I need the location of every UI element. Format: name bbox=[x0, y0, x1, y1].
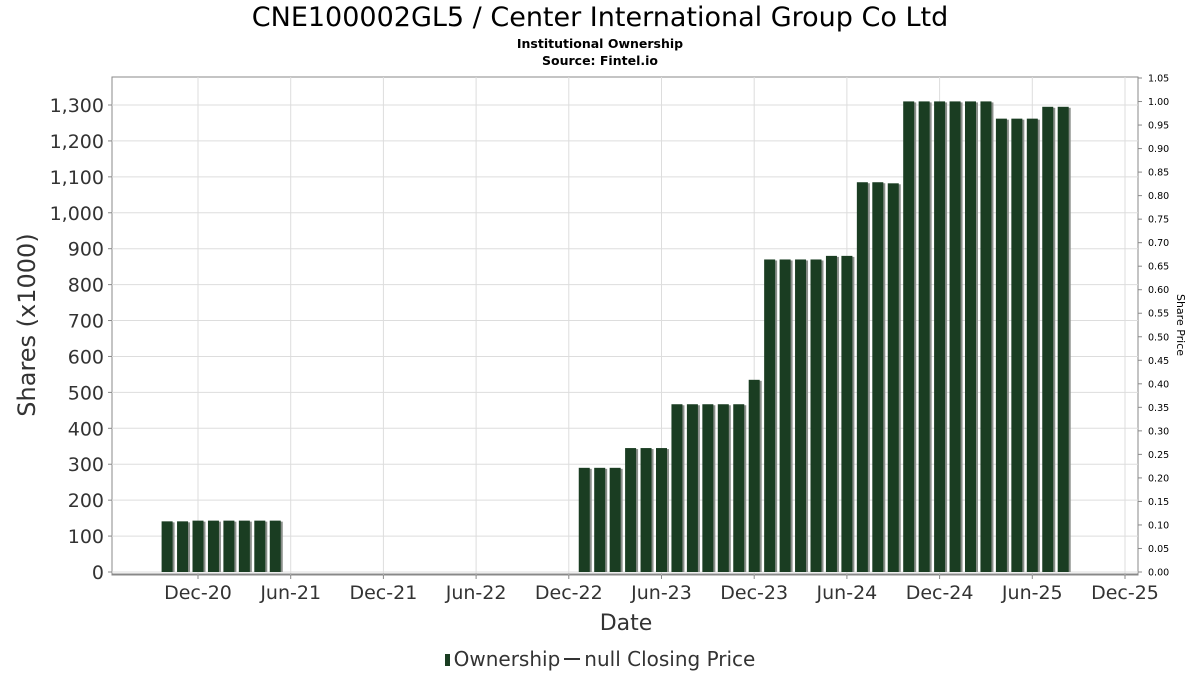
ownership-bar bbox=[578, 467, 590, 572]
y-tick-label: 0 bbox=[92, 562, 104, 584]
y2-tick-label: 0.45 bbox=[1148, 356, 1169, 367]
x-tick-label: Jun-21 bbox=[259, 582, 321, 604]
y2-tick-label: 0.85 bbox=[1148, 168, 1169, 179]
price-legend-line bbox=[564, 658, 581, 660]
ownership-bar bbox=[656, 448, 667, 572]
ownership-bar bbox=[161, 521, 173, 572]
ownership-bar bbox=[1026, 118, 1038, 573]
x-tick-label: Dec-20 bbox=[164, 582, 232, 604]
x-tick-label: Jun-25 bbox=[1001, 582, 1063, 604]
ownership-bar bbox=[177, 521, 189, 572]
ownership-legend-swatch bbox=[444, 654, 450, 666]
y2-axis-title: Share Price bbox=[1174, 294, 1187, 356]
ownership-bar bbox=[965, 101, 976, 573]
y-tick-label: 1,300 bbox=[50, 95, 104, 117]
ownership-bar bbox=[810, 259, 822, 572]
ownership-bar bbox=[702, 404, 714, 572]
ownership-bar bbox=[671, 404, 683, 572]
ownership-bar bbox=[1057, 106, 1069, 573]
ownership-bar bbox=[207, 520, 219, 572]
y2-tick-label: 0.40 bbox=[1148, 379, 1169, 390]
y2-tick-label: 0.55 bbox=[1148, 309, 1169, 320]
y2-tick-label: 0.50 bbox=[1148, 332, 1169, 343]
chart-subtitle: Institutional Ownership bbox=[516, 36, 684, 51]
y-tick-label: 800 bbox=[68, 275, 104, 297]
chart-legend: Ownership null Closing Price bbox=[0, 647, 1200, 671]
chart-source: Source: Fintel.io bbox=[542, 53, 658, 68]
y2-tick-label: 0.65 bbox=[1148, 262, 1169, 273]
y2-tick-label: 0.70 bbox=[1148, 238, 1169, 249]
y-tick-label: 600 bbox=[68, 346, 104, 368]
ownership-bar bbox=[841, 255, 853, 572]
y-tick-label: 200 bbox=[68, 490, 104, 512]
ownership-bar bbox=[872, 182, 884, 572]
y-tick-label: 1,000 bbox=[50, 203, 104, 225]
y2-tick-label: 0.80 bbox=[1148, 191, 1169, 202]
ownership-bar bbox=[640, 448, 652, 572]
y2-tick-label: 0.15 bbox=[1148, 497, 1169, 508]
ownership-bar bbox=[238, 520, 250, 572]
ownership-bar bbox=[625, 448, 637, 572]
y-tick-label: 700 bbox=[68, 311, 104, 333]
ownership-bar bbox=[795, 259, 807, 572]
x-tick-label: Jun-24 bbox=[816, 582, 878, 604]
y2-tick-label: 0.00 bbox=[1148, 568, 1169, 579]
chart-title: CNE100002GL5 / Center International Grou… bbox=[251, 2, 949, 33]
x-tick-label: Dec-23 bbox=[720, 582, 788, 604]
ownership-legend-label: Ownership bbox=[453, 647, 561, 671]
x-tick-label: Dec-25 bbox=[1091, 582, 1159, 604]
ownership-bar bbox=[748, 379, 760, 572]
y2-tick-label: 0.30 bbox=[1148, 426, 1169, 437]
x-tick-label: Jun-22 bbox=[445, 582, 507, 604]
x-tick-label: Dec-22 bbox=[535, 582, 603, 604]
y2-tick-label: 0.25 bbox=[1148, 450, 1169, 461]
y2-tick-label: 0.35 bbox=[1148, 403, 1169, 414]
y2-tick-label: 0.90 bbox=[1148, 144, 1169, 155]
ownership-bar bbox=[192, 520, 204, 572]
y2-tick-label: 1.00 bbox=[1148, 97, 1169, 108]
y-tick-label: 400 bbox=[68, 418, 104, 440]
ownership-bar bbox=[223, 520, 235, 572]
y-tick-label: 300 bbox=[68, 454, 104, 476]
y-axis-title: Shares (x1000) bbox=[13, 233, 41, 416]
y-tick-label: 100 bbox=[68, 526, 104, 548]
x-axis-title: Date bbox=[600, 611, 653, 636]
y2-tick-label: 0.05 bbox=[1148, 544, 1169, 555]
ownership-bar bbox=[980, 101, 992, 573]
ownership-bar bbox=[1042, 106, 1054, 573]
ownership-bar bbox=[764, 259, 776, 572]
y2-tick-label: 0.10 bbox=[1148, 520, 1169, 531]
x-tick-label: Dec-21 bbox=[349, 582, 417, 604]
ownership-bar bbox=[825, 255, 837, 572]
y2-tick-label: 0.95 bbox=[1148, 121, 1169, 132]
ownership-bar bbox=[609, 467, 621, 572]
ownership-bar bbox=[779, 259, 791, 572]
ownership-bar bbox=[887, 183, 899, 572]
x-tick-label: Jun-23 bbox=[630, 582, 692, 604]
ownership-bar bbox=[1011, 118, 1023, 573]
y2-tick-label: 1.05 bbox=[1148, 74, 1169, 85]
ownership-bar bbox=[903, 101, 915, 573]
y-tick-label: 1,100 bbox=[50, 167, 104, 189]
y-tick-label: 1,200 bbox=[50, 131, 104, 153]
ownership-bar bbox=[995, 118, 1007, 573]
y2-tick-label: 0.60 bbox=[1148, 285, 1169, 296]
ownership-bar bbox=[934, 101, 946, 573]
ownership-bar bbox=[269, 520, 281, 572]
ownership-bar bbox=[918, 101, 930, 573]
ownership-bar bbox=[594, 467, 606, 572]
ownership-bar bbox=[686, 404, 698, 572]
x-tick-label: Dec-24 bbox=[906, 582, 974, 604]
ownership-bar bbox=[254, 520, 266, 572]
ownership-bar bbox=[949, 101, 961, 573]
ownership-bar bbox=[733, 404, 745, 572]
ownership-bar bbox=[717, 404, 729, 572]
y2-tick-label: 0.20 bbox=[1148, 473, 1169, 484]
price-legend-label: null Closing Price bbox=[584, 647, 756, 671]
y2-tick-label: 0.75 bbox=[1148, 215, 1169, 226]
y-tick-label: 900 bbox=[68, 239, 104, 261]
y-tick-label: 500 bbox=[68, 382, 104, 404]
ownership-bar bbox=[856, 182, 868, 572]
